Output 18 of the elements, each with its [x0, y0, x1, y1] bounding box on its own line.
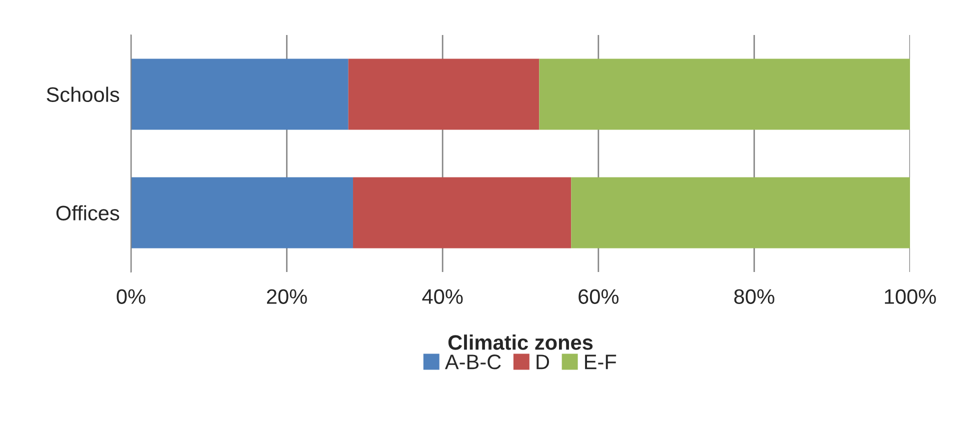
y-tick-label: Schools [46, 86, 120, 102]
bar [131, 177, 354, 248]
x-tick-label: 80% [734, 289, 774, 304]
legend-label: E-F [585, 354, 616, 370]
bar [348, 58, 540, 130]
bar [571, 177, 910, 248]
x-tick-label: 60% [578, 289, 619, 304]
x-tick-label: 100% [884, 289, 936, 304]
x-tick-label: 20% [267, 289, 307, 304]
bar [131, 58, 348, 130]
y-tick-label: Offices [56, 205, 120, 221]
bar [353, 177, 572, 248]
x-tick-label: 40% [422, 289, 463, 304]
legend-title: Climatic zones [448, 334, 593, 350]
legend-label: A-B-C [444, 354, 501, 370]
x-tick-label: 0% [116, 289, 146, 304]
bar [539, 58, 910, 130]
legend-label: D [536, 354, 550, 370]
